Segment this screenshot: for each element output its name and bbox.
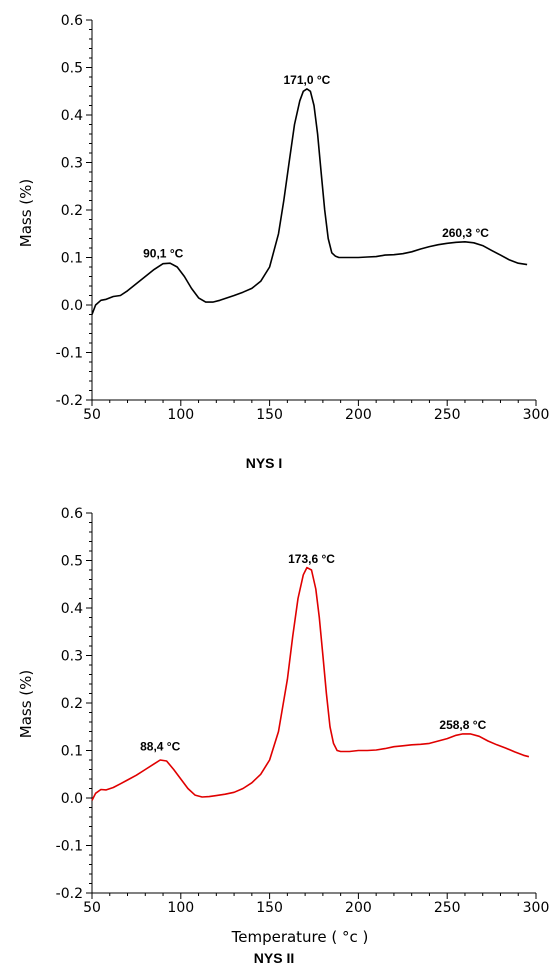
y-tick-label: 0.4	[61, 601, 83, 617]
y-tick-label: 0.2	[61, 203, 83, 219]
x-tick-label: 300	[523, 407, 550, 423]
chart-caption: NYS I	[246, 455, 283, 471]
peak-annotation-label: 258,8 °C	[439, 718, 486, 732]
x-axis-label: Temperature ( °c )	[231, 928, 369, 946]
x-tick-label: 150	[256, 407, 283, 423]
y-tick-label: 0.3	[61, 649, 83, 665]
y-tick-label: 0.5	[61, 554, 83, 570]
x-tick-label: 100	[167, 407, 194, 423]
y-tick-label: 0.2	[61, 696, 83, 712]
peak-annotation-label: 260,3 °C	[442, 226, 489, 240]
y-tick-label: -0.1	[56, 839, 83, 855]
y-tick-label: 0.0	[61, 298, 83, 314]
y-tick-label: 0.3	[61, 156, 83, 172]
x-tick-label: 250	[434, 900, 461, 916]
peak-annotation-label: 90,1 °C	[143, 247, 183, 261]
chart-panel-nys-i: Mass (%) NYS I -0.2 -0.1 0.0 0.1 0.2 0.3 0.4 0.…	[17, 13, 549, 471]
peak-annotation-label: 88,4 °C	[140, 740, 180, 754]
data-series-line	[91, 566, 530, 801]
data-series-line	[91, 88, 528, 315]
chart-panel-nys-ii: Mass (%) Temperature ( °c ) NYS II -0.2 -…	[17, 506, 549, 966]
x-tick-label: 200	[345, 900, 372, 916]
y-axis-label: Mass (%)	[17, 670, 35, 739]
x-tick-label: 100	[167, 900, 194, 916]
y-tick-label: 0.6	[61, 13, 83, 29]
y-tick-label: 0.1	[61, 744, 83, 760]
x-tick-label: 200	[345, 407, 372, 423]
x-tick-label: 150	[256, 900, 283, 916]
peak-annotation-label: 171,0 °C	[283, 73, 330, 87]
y-tick-label: -0.1	[56, 346, 83, 362]
x-tick-label: 300	[523, 900, 550, 916]
x-tick-label: 250	[434, 407, 461, 423]
y-tick-label: 0.5	[61, 61, 83, 77]
x-tick-label: 50	[83, 407, 101, 423]
y-tick-label: 0.6	[61, 506, 83, 522]
x-tick-label: 50	[83, 900, 101, 916]
y-axis-label: Mass (%)	[17, 179, 35, 248]
chart-caption: NYS II	[254, 950, 294, 966]
y-tick-label: 0.4	[61, 108, 83, 124]
y-tick-label: -0.2	[56, 886, 83, 902]
peak-annotation-label: 173,6 °C	[288, 552, 335, 566]
y-tick-label: 0.0	[61, 791, 83, 807]
y-tick-label: 0.1	[61, 251, 83, 267]
y-tick-label: -0.2	[56, 393, 83, 409]
